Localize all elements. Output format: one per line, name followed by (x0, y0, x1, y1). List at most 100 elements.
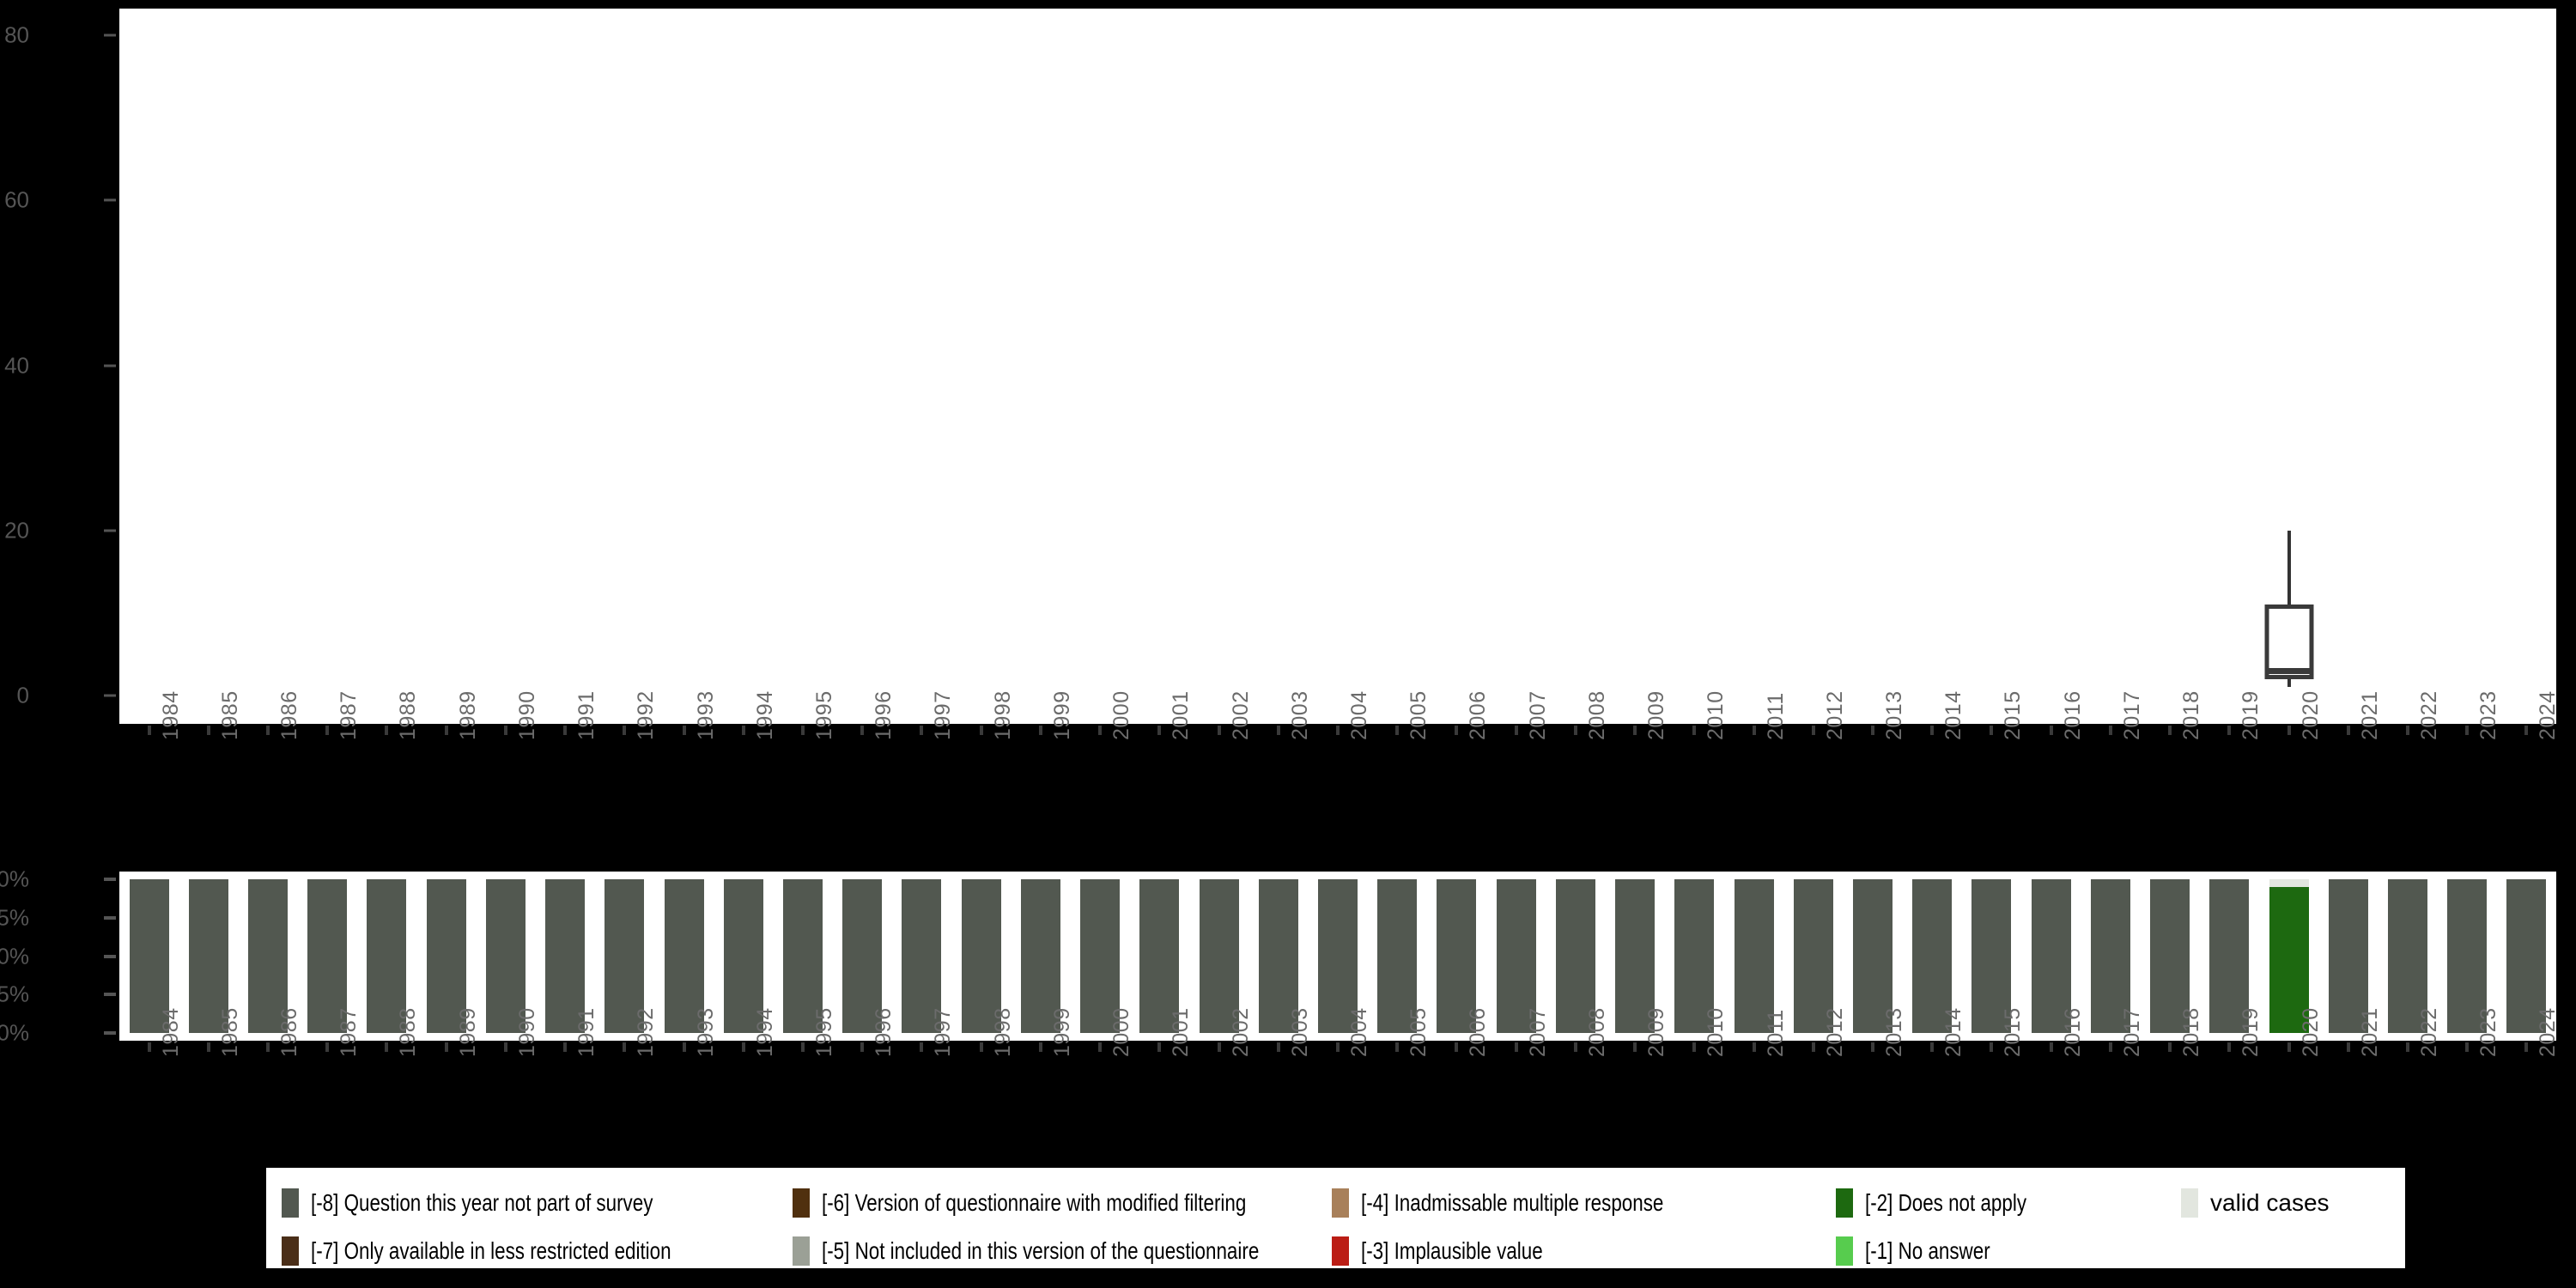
stacked-bar-xtick-mark (623, 1042, 627, 1052)
boxplot-xtick-label: 1993 (693, 690, 718, 740)
stacked-bar-column[interactable] (605, 879, 645, 1033)
boxplot-xtick-label: 1985 (217, 690, 242, 740)
stacked-bar-segment (1615, 879, 1656, 1033)
legend-item[interactable]: [-7] Only available in less restricted e… (282, 1234, 761, 1268)
boxplot-xtick-label: 2010 (1704, 690, 1728, 740)
legend-item[interactable]: [-4] Inadmissable multiple response (1332, 1186, 1739, 1220)
stacked-bar-column[interactable] (1555, 879, 1595, 1033)
stacked-bar-column[interactable] (1199, 879, 1239, 1033)
stacked-bar-column[interactable] (1318, 879, 1358, 1033)
stacked-bar-xtick-label: 1993 (693, 1007, 718, 1057)
stacked-bar-column[interactable] (188, 879, 228, 1033)
stacked-bar-column[interactable] (783, 879, 823, 1033)
stacked-bar-xtick-mark (1811, 1042, 1815, 1052)
stacked-bar-column[interactable] (664, 879, 704, 1033)
legend-item[interactable]: [-2] Does not apply (1836, 1186, 2067, 1220)
stacked-bar-column[interactable] (2269, 879, 2309, 1033)
stacked-bar-plot-area (119, 872, 2556, 1041)
stacked-bar-column[interactable] (1377, 879, 1418, 1033)
stacked-bar-xtick-label: 2024 (2536, 1007, 2561, 1057)
boxplot-xtick-label: 2009 (1644, 690, 1669, 740)
stacked-bar-column[interactable] (426, 879, 466, 1033)
stacked-bar-column[interactable] (129, 879, 169, 1033)
stacked-bar-xtick-label: 2005 (1406, 1007, 1431, 1057)
boxplot-xtick-label: 2012 (1822, 690, 1847, 740)
stacked-bar-column[interactable] (2090, 879, 2130, 1033)
legend-swatch-m4 (1332, 1188, 1349, 1218)
legend-item[interactable]: [-5] Not included in this version of the… (793, 1234, 1369, 1268)
stacked-bar-segment (1793, 879, 1833, 1033)
stacked-bar-xtick-mark (2168, 1042, 2172, 1052)
stacked-bar-xtick-label: 2013 (1881, 1007, 1906, 1057)
stacked-bar-column[interactable] (1496, 879, 1536, 1033)
stacked-bar-column[interactable] (2209, 879, 2250, 1033)
legend-item[interactable]: [-1] No answer (1836, 1234, 2021, 1268)
stacked-bar-xtick-label: 2009 (1644, 1007, 1669, 1057)
stacked-bar-xtick-label: 1990 (514, 1007, 539, 1057)
stacked-bar-column[interactable] (1971, 879, 2012, 1033)
stacked-bar-column[interactable] (307, 879, 348, 1033)
stacked-bar-xtick-mark (1870, 1042, 1874, 1052)
stacked-bar-column[interactable] (248, 879, 289, 1033)
stacked-bar-segment (367, 879, 407, 1033)
stacked-bar-column[interactable] (1020, 879, 1060, 1033)
stacked-bar-column[interactable] (367, 879, 407, 1033)
boxplot-xtick-label: 1996 (872, 690, 896, 740)
legend-label: [-2] Does not apply (1865, 1189, 2027, 1216)
stacked-bar-segment (1971, 879, 2012, 1033)
stacked-bar-segment (1734, 879, 1774, 1033)
stacked-bar-column[interactable] (1674, 879, 1715, 1033)
stacked-bar-column[interactable] (1793, 879, 1833, 1033)
stacked-bar-column[interactable] (1852, 879, 1893, 1033)
boxplot-xtick-mark (1633, 726, 1637, 735)
stacked-bar-column[interactable] (842, 879, 883, 1033)
stacked-bar-column[interactable] (2506, 879, 2547, 1033)
stacked-bar-xtick-mark (860, 1042, 865, 1052)
stacked-bar-column[interactable] (2150, 879, 2190, 1033)
stacked-bar-column[interactable] (1437, 879, 1477, 1033)
stacked-bar-column[interactable] (1258, 879, 1298, 1033)
stacked-bar-column[interactable] (961, 879, 1001, 1033)
stacked-bar-column[interactable] (1139, 879, 1180, 1033)
legend-label: [-1] No answer (1865, 1237, 1990, 1264)
boxplot-xtick-label: 2016 (2060, 690, 2085, 740)
stacked-bar-column[interactable] (545, 879, 586, 1033)
stacked-bar-column[interactable] (2328, 879, 2368, 1033)
stacked-bar-xtick-label: 1987 (337, 1007, 361, 1057)
stacked-bar-column[interactable] (2447, 879, 2488, 1033)
boxplot-xtick-label: 2005 (1406, 690, 1431, 740)
stacked-bar-xtick-label: 1989 (455, 1007, 480, 1057)
stacked-bar-xtick-label: 2001 (1169, 1007, 1194, 1057)
stacked-bar-column[interactable] (723, 879, 763, 1033)
stacked-bar-column[interactable] (2031, 879, 2071, 1033)
boxplot-xtick-label: 2017 (2119, 690, 2144, 740)
legend-item[interactable]: [-6] Version of questionnaire with modif… (793, 1186, 1352, 1220)
boxplot-xtick-mark (147, 726, 151, 735)
boxplot-xtick-label: 1987 (337, 690, 361, 740)
stacked-bar-column[interactable] (1734, 879, 1774, 1033)
stacked-bar-column[interactable] (2387, 879, 2427, 1033)
stacked-bar-column[interactable] (902, 879, 942, 1033)
legend-item[interactable]: [-3] Implausible value (1332, 1234, 1589, 1268)
stacked-bar-column[interactable] (1080, 879, 1121, 1033)
boxplot-xtick-label: 2015 (2001, 690, 2026, 740)
stacked-bar-ytick-mark (104, 1031, 116, 1035)
stacked-bar-xtick-label: 2022 (2416, 1007, 2441, 1057)
stacked-bar-xtick-mark (1514, 1042, 1518, 1052)
boxplot-ytick-mark (104, 529, 116, 532)
legend-label: [-3] Implausible value (1361, 1237, 1543, 1264)
legend-swatch-m5 (793, 1236, 810, 1266)
stacked-bar-xtick-mark (444, 1042, 448, 1052)
boxplot-xtick-label: 1994 (752, 690, 777, 740)
stacked-bar-xtick-label: 2006 (1466, 1007, 1491, 1057)
legend-row: [-7] Only available in less restricted e… (266, 1234, 2405, 1268)
stacked-bar-ytick-label: 75% (0, 904, 29, 931)
stacked-bar-column[interactable] (1615, 879, 1656, 1033)
stacked-bar-column[interactable] (485, 879, 526, 1033)
legend-item[interactable]: valid cases (2181, 1186, 2330, 1220)
stacked-bar-segment (545, 879, 586, 1033)
boxplot-xtick-mark (979, 726, 983, 735)
stacked-bar-column[interactable] (1912, 879, 1953, 1033)
stacked-bar-segment (426, 879, 466, 1033)
legend-item[interactable]: [-8] Question this year not part of surv… (282, 1186, 738, 1220)
